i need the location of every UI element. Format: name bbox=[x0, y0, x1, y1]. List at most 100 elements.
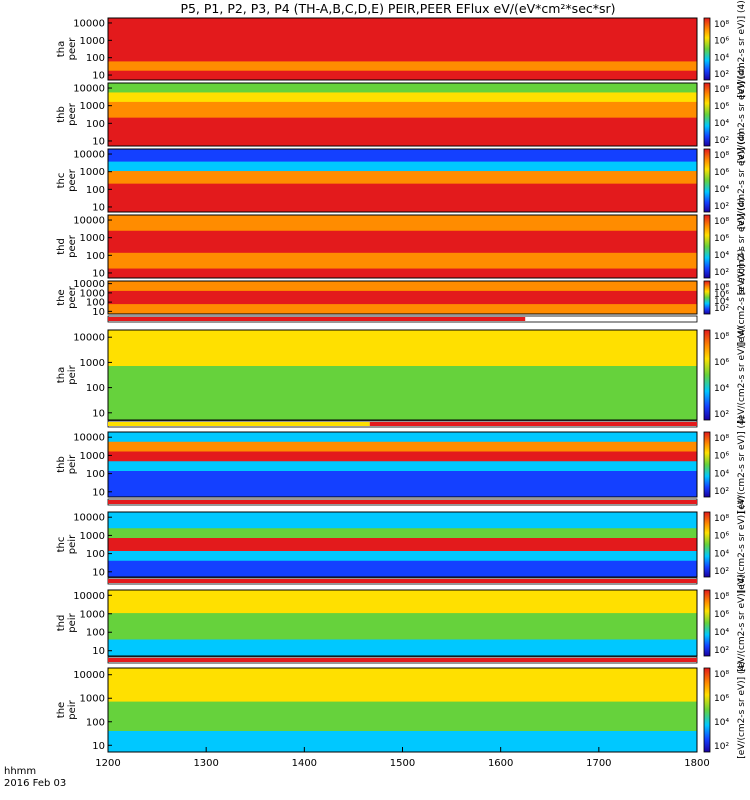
spectrogram-band bbox=[108, 101, 697, 119]
y-tick-label: 10000 bbox=[73, 670, 105, 681]
spectrogram-band bbox=[108, 117, 697, 134]
colorbar-tick-label: 10⁶ bbox=[714, 610, 729, 620]
y-tick-label: 100 bbox=[86, 469, 105, 480]
colorbar-tick-label: 10⁶ bbox=[714, 102, 729, 112]
colorbar-tick-label: 10² bbox=[714, 487, 729, 497]
x-tick-label: 1700 bbox=[586, 758, 611, 769]
panel-ylabel: thdpeer bbox=[56, 234, 78, 258]
gap-bar-segment bbox=[108, 500, 697, 504]
colorbar-tick-label: 10⁸ bbox=[714, 514, 729, 524]
spectrogram-band bbox=[108, 613, 697, 640]
spectrogram-band bbox=[108, 183, 697, 204]
colorbar-label: [eV/(cm2-s sr eV)] (4) bbox=[737, 496, 747, 594]
spectrogram-band bbox=[108, 731, 697, 753]
spectrogram-panel-thc-peer: 10000 1000 100 10 thcpeer 10⁸ 10⁶ 10⁴ 10² [eV/(cm… bbox=[56, 132, 747, 230]
colorbar-tick-label: 10⁸ bbox=[714, 283, 729, 293]
colorbar-tick-label: 10⁶ bbox=[714, 290, 729, 300]
y-tick-label: 10000 bbox=[73, 216, 105, 227]
x-tick-label: 1600 bbox=[488, 758, 513, 769]
figure-title: P5, P1, P2, P3, P4 (TH-A,B,C,D,E) PEIR,P… bbox=[180, 1, 615, 16]
colorbar-tick-label: 10⁴ bbox=[714, 549, 729, 559]
y-tick-label: 1000 bbox=[80, 233, 105, 244]
y-tick-label: 10000 bbox=[73, 150, 105, 161]
spectrogram-panel-thb-peer: 10000 1000 100 10 thbpeer 10⁸ 10⁶ 10⁴ 10² [eV/(cm… bbox=[56, 66, 747, 164]
panel-ylabel: thcpeer bbox=[56, 168, 78, 192]
colorbar-tick-label: 10⁸ bbox=[714, 332, 729, 342]
spectrogram-panel-tha-peer: 10000 1000 100 10 thapeer 10⁸ 10⁶ 10⁴ 10² [eV/(cm… bbox=[56, 0, 747, 98]
spectrogram-band bbox=[108, 161, 697, 172]
spectrogram-band bbox=[108, 393, 697, 421]
spectrogram-band bbox=[108, 268, 697, 279]
colorbar-tick-label: 10⁶ bbox=[714, 358, 729, 368]
spectrogram-band bbox=[108, 701, 697, 732]
spectrogram-band bbox=[108, 133, 697, 147]
y-tick-label: 10 bbox=[92, 202, 105, 213]
spectrogram-band bbox=[108, 149, 697, 163]
y-tick-label: 10000 bbox=[73, 513, 105, 524]
y-tick-label: 10 bbox=[92, 567, 105, 578]
y-tick-label: 10000 bbox=[73, 333, 105, 344]
colorbar-tick-label: 10⁸ bbox=[714, 20, 729, 30]
y-tick-label: 10000 bbox=[73, 18, 105, 29]
panel-frame bbox=[107, 280, 698, 315]
y-tick-label: 10 bbox=[92, 71, 105, 82]
colorbar bbox=[703, 17, 711, 81]
colorbar-label: [eV/(cm2-s sr eV)] (4) bbox=[737, 326, 747, 424]
panel-ylabel: thepeer bbox=[56, 285, 78, 309]
colorbar-tick-label: 10⁴ bbox=[714, 297, 729, 307]
colorbar-label: [eV/(cm2-s sr eV)] (4) bbox=[737, 66, 747, 164]
spectrogram-band bbox=[108, 92, 697, 103]
colorbar-tick-label: 10² bbox=[714, 304, 729, 314]
colorbar-tick-label: 10⁶ bbox=[714, 452, 729, 462]
colorbar-label: [eV/(cm2-s sr eV)] (4) bbox=[737, 0, 747, 98]
colorbar-tick-label: 10⁴ bbox=[714, 119, 729, 129]
y-tick-label: 10000 bbox=[73, 279, 105, 290]
colorbar-tick-label: 10⁶ bbox=[714, 168, 729, 178]
colorbar-tick-label: 10⁶ bbox=[714, 234, 729, 244]
spectrogram-band bbox=[108, 551, 697, 562]
y-tick-label: 1000 bbox=[80, 358, 105, 369]
panel-ylabel: thbpeir bbox=[56, 454, 78, 474]
colorbar-tick-label: 10⁸ bbox=[714, 670, 729, 680]
colorbar-tick-label: 10⁸ bbox=[714, 434, 729, 444]
colorbar-tick-label: 10² bbox=[714, 70, 729, 80]
spectrogram-band bbox=[108, 590, 697, 614]
colorbar-tick-label: 10⁴ bbox=[714, 628, 729, 638]
x-tick-label: 1800 bbox=[684, 758, 709, 769]
colorbar-tick-label: 10⁴ bbox=[714, 251, 729, 261]
y-tick-label: 100 bbox=[86, 549, 105, 560]
colorbar-tick-label: 10⁸ bbox=[714, 151, 729, 161]
gap-bar-segment bbox=[108, 658, 697, 662]
y-tick-label: 100 bbox=[86, 298, 105, 309]
x-tick-label: 1200 bbox=[95, 758, 120, 769]
spectrogram-panel-thc-peir: 10000 1000 100 10 thcpeir 10⁸ 10⁶ 10⁴ 10² [eV/(cm… bbox=[56, 496, 747, 594]
panel-frame bbox=[107, 148, 698, 213]
colorbar-tick-label: 10² bbox=[714, 202, 729, 212]
colorbar-tick-label: 10⁶ bbox=[714, 37, 729, 47]
y-tick-label: 1000 bbox=[80, 531, 105, 542]
x-tick-label: 1300 bbox=[193, 758, 218, 769]
panel-frame bbox=[107, 214, 698, 279]
data-gap-bars bbox=[107, 315, 698, 664]
time-axis-label: hhmm bbox=[4, 766, 36, 777]
colorbar bbox=[703, 667, 711, 753]
spectrogram-band bbox=[108, 330, 697, 367]
spectrogram-panel-thd-peir: 10000 1000 100 10 thdpeir 10⁸ 10⁶ 10⁴ 10² [eV/(cm… bbox=[56, 574, 747, 672]
y-tick-label: 10000 bbox=[73, 84, 105, 95]
spectrogram-band bbox=[108, 441, 697, 452]
y-tick-label: 1000 bbox=[80, 609, 105, 620]
spectrogram-band bbox=[108, 512, 697, 529]
y-tick-label: 100 bbox=[86, 185, 105, 196]
spectrogram-band bbox=[108, 366, 697, 394]
panel-ylabel: thcpeir bbox=[56, 534, 78, 554]
colorbar-label: [eV/(cm2-s sr eV)] (4) bbox=[737, 132, 747, 230]
panel-frame bbox=[107, 511, 698, 578]
x-tick-label: 1500 bbox=[390, 758, 415, 769]
time-axis: 1200 1300 1400 1500 1600 1700 1800 bbox=[95, 747, 710, 769]
y-tick-label: 1000 bbox=[80, 101, 105, 112]
y-tick-label: 10000 bbox=[73, 433, 105, 444]
spectrogram-band bbox=[108, 560, 697, 578]
colorbar-label: [eV/(cm2-s sr eV)] (4) bbox=[737, 416, 747, 514]
colorbar bbox=[703, 82, 711, 147]
